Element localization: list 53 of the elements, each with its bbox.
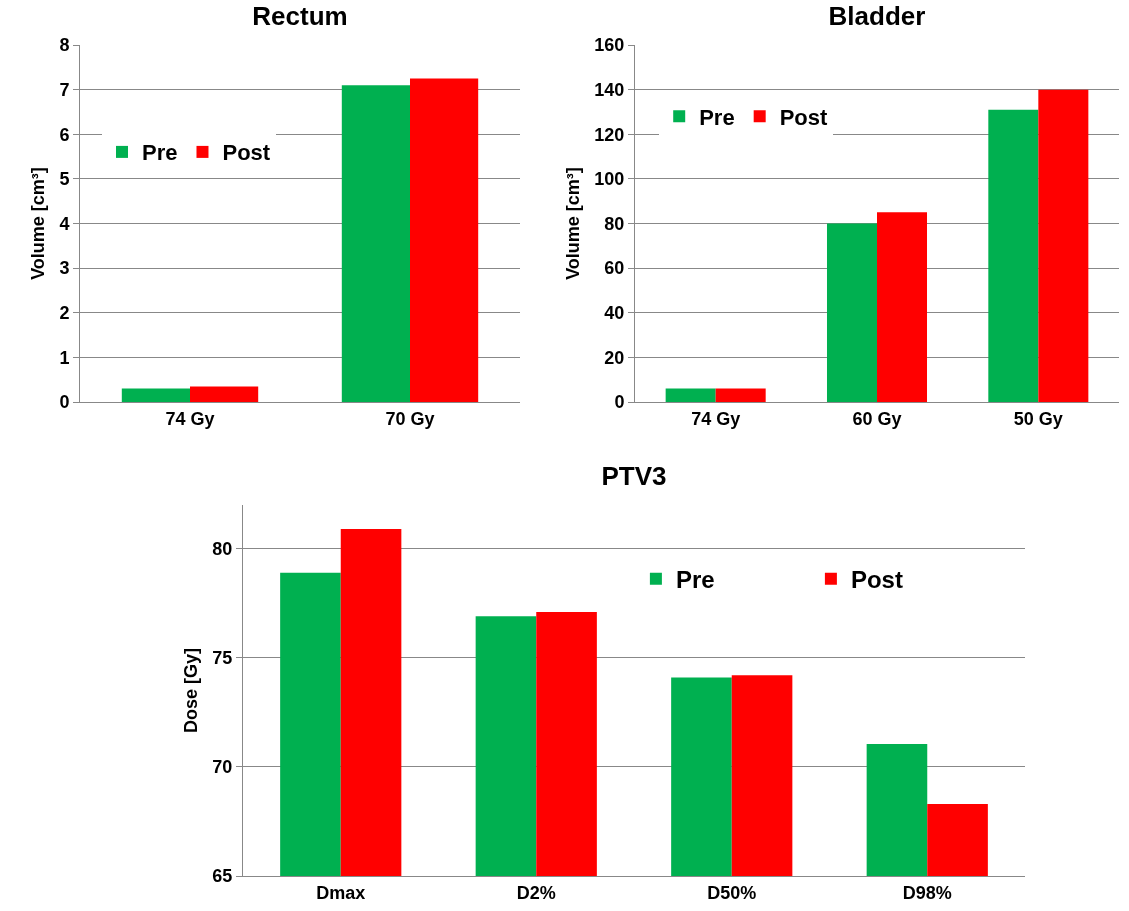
- y-tick-label: 60: [604, 258, 625, 279]
- y-axis-title: Volume [cm³]: [562, 167, 583, 280]
- legend-label: Pre: [142, 140, 178, 166]
- x-tick-label: 74 Gy: [165, 408, 215, 429]
- y-tick-label: 120: [594, 124, 625, 145]
- bar: [190, 386, 259, 402]
- y-tick-label: 7: [59, 79, 70, 100]
- bar: [410, 78, 479, 402]
- bar: [715, 388, 766, 402]
- legend-label: Post: [222, 140, 271, 166]
- y-tick-label: 100: [594, 169, 625, 190]
- x-tick-label: D2%: [516, 882, 556, 903]
- bar: [665, 388, 716, 402]
- y-tick-label: 75: [212, 648, 233, 669]
- bar: [826, 223, 877, 402]
- bar: [988, 109, 1039, 402]
- bar: [1038, 89, 1089, 402]
- legend-label: Pre: [675, 566, 715, 594]
- y-tick-label: 3: [59, 258, 70, 279]
- y-tick-label: 65: [212, 866, 233, 887]
- y-tick-label: 0: [59, 392, 70, 413]
- y-tick-label: 6: [59, 124, 70, 145]
- x-tick-label: D50%: [707, 882, 757, 903]
- y-axis-title: Volume [cm³]: [27, 167, 48, 280]
- chart-title: Bladder: [828, 1, 926, 32]
- y-tick-label: 160: [594, 35, 625, 56]
- bar: [341, 85, 410, 402]
- x-tick-label: 74 Gy: [691, 408, 741, 429]
- x-tick-label: 60 Gy: [852, 408, 902, 429]
- y-tick-label: 40: [604, 303, 625, 324]
- y-tick-label: 80: [212, 538, 233, 559]
- x-tick-label: D98%: [902, 882, 952, 903]
- bar: [877, 212, 928, 402]
- y-tick-label: 70: [212, 757, 233, 778]
- y-tick-label: 0: [614, 392, 625, 413]
- y-tick-label: 8: [59, 35, 70, 56]
- x-tick-label: Dmax: [316, 882, 366, 903]
- chart-title: Rectum: [252, 1, 348, 32]
- y-tick-label: 80: [604, 213, 625, 234]
- chart-title: PTV3: [601, 460, 667, 491]
- y-tick-label: 4: [59, 213, 70, 234]
- y-tick-label: 5: [59, 169, 70, 190]
- y-tick-label: 140: [594, 79, 625, 100]
- bar: [121, 388, 190, 402]
- x-tick-label: 50 Gy: [1013, 408, 1063, 429]
- legend-label: Post: [850, 566, 903, 594]
- legend-label: Pre: [699, 104, 735, 130]
- x-tick-label: 70 Gy: [385, 408, 435, 429]
- y-tick-label: 2: [59, 303, 70, 324]
- legend-label: Post: [779, 104, 829, 130]
- y-tick-label: 1: [59, 347, 70, 368]
- y-axis-title: Dose [Gy]: [180, 647, 201, 734]
- y-tick-label: 20: [604, 347, 625, 368]
